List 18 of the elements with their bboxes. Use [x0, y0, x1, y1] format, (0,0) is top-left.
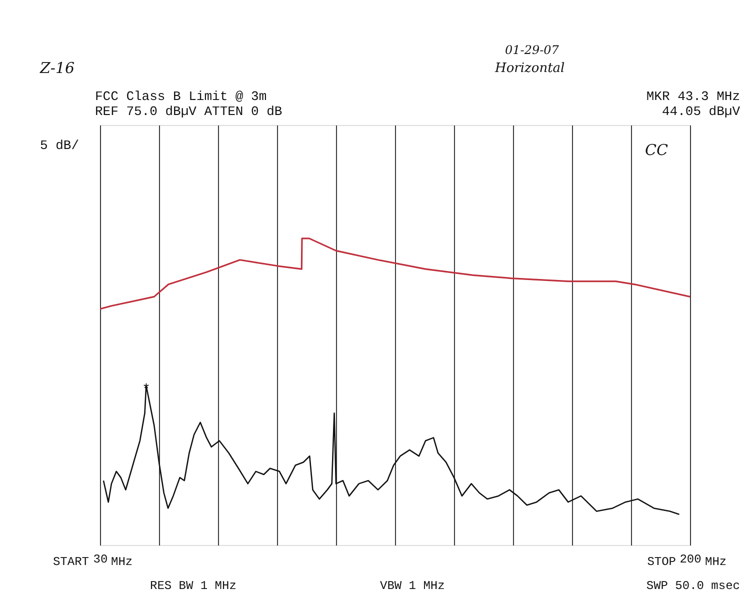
- text: 44.05 dBµV: [662, 104, 740, 119]
- x-tick-label: 200: [680, 552, 702, 566]
- text: FCC Class B Limit @ 3m: [95, 89, 267, 104]
- text: SWP 50.0 msec: [646, 579, 740, 593]
- text: CC: [645, 141, 668, 159]
- text: Z-16: [39, 59, 76, 77]
- text: STOP: [647, 555, 676, 569]
- text: START: [52, 555, 89, 569]
- text: MKR 43.3 MHz: [646, 89, 740, 104]
- text: VBW 1 MHz: [380, 579, 445, 593]
- text: RES BW 1 MHz: [150, 579, 236, 593]
- text: MHz: [111, 555, 133, 569]
- text: REF 75.0 dBµV ATTEN 0 dB: [95, 104, 282, 119]
- text: 01-29-07: [505, 43, 560, 57]
- text: Horizontal: [494, 61, 565, 76]
- text: 5 dB/: [40, 138, 80, 153]
- text: MHz: [705, 555, 727, 569]
- x-tick-label: 30: [93, 552, 108, 566]
